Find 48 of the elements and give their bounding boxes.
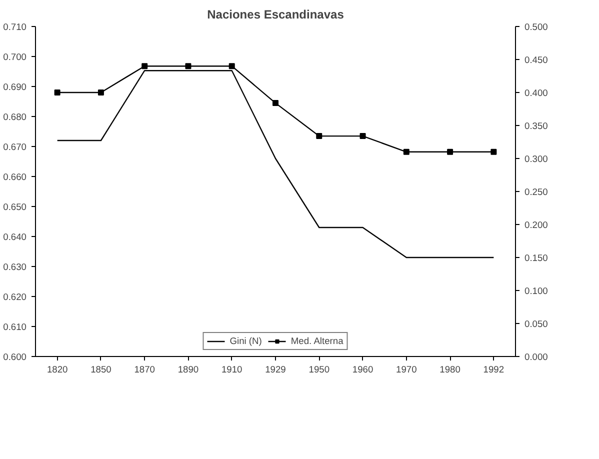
chart-title: Naciones Escandinavas <box>207 8 344 22</box>
y2-tick-label: 0.400 <box>524 88 548 98</box>
y-tick-label: 0.670 <box>3 142 26 152</box>
x-tick-label: 1870 <box>134 364 155 374</box>
x-tick-label: 1992 <box>483 364 504 374</box>
x-tick-label: 1980 <box>440 364 460 374</box>
y-tick-label: 0.680 <box>3 112 26 122</box>
point <box>316 133 322 140</box>
y2-tick-label: 0.350 <box>524 121 548 131</box>
point <box>447 148 454 155</box>
x-tick-label: 1970 <box>396 364 417 374</box>
y-tick-label: 0.630 <box>3 262 26 272</box>
point <box>403 148 410 155</box>
y2-tick-label: 0.450 <box>524 55 548 65</box>
point <box>98 90 104 96</box>
point <box>490 148 497 155</box>
x-tick-label: 1890 <box>178 364 199 374</box>
point <box>142 63 148 70</box>
x-tick-label: 1950 <box>308 364 330 374</box>
legend-label: Gini (N) <box>230 336 262 346</box>
y-tick-label: 0.650 <box>3 202 26 212</box>
x-tick-label: 1929 <box>265 364 286 374</box>
point <box>228 63 235 70</box>
y-tick-label: 0.690 <box>3 82 26 92</box>
y-tick-label: 0.610 <box>3 322 26 332</box>
y2-tick-label: 0.250 <box>524 187 548 197</box>
y-tick-label: 0.660 <box>3 172 26 182</box>
y2-tick-label: 0.150 <box>524 253 548 263</box>
point <box>360 133 366 140</box>
point <box>185 63 192 70</box>
y-tick-label: 0.600 <box>3 352 26 362</box>
y-tick-label: 0.700 <box>3 52 26 62</box>
y-tick-label: 0.710 <box>3 22 26 32</box>
x-tick-label: 1850 <box>90 364 112 374</box>
y2-tick-label: 0.200 <box>524 220 548 230</box>
y-tick-label: 0.620 <box>3 292 26 302</box>
point <box>54 90 60 96</box>
x-tick-label: 1960 <box>352 364 374 374</box>
x-tick-label: 1910 <box>221 364 242 374</box>
y2-tick-label: 0.050 <box>524 319 548 329</box>
y2-tick-label: 0.500 <box>524 22 548 32</box>
y-tick-label: 0.640 <box>3 232 26 242</box>
legend-label: Med. Alterna <box>290 336 344 346</box>
point <box>272 100 278 106</box>
x-tick-label: 1820 <box>46 364 68 374</box>
y2-tick-label: 0.100 <box>524 286 548 296</box>
y2-tick-label: 0.300 <box>524 154 548 164</box>
y2-tick-label: 0.000 <box>524 352 548 362</box>
